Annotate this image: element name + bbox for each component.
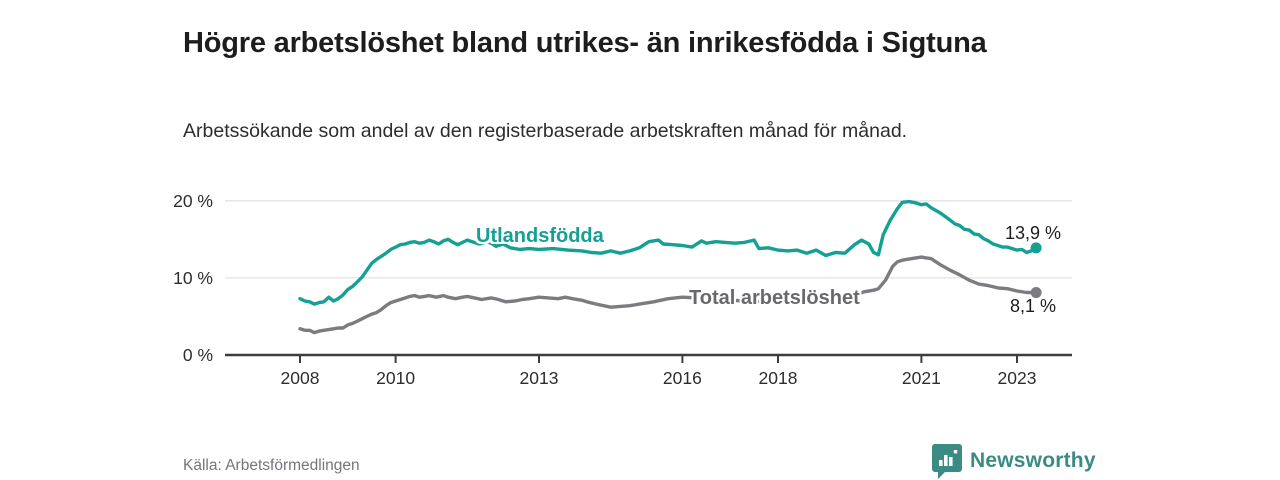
y-axis-tick-label: 0 % xyxy=(183,345,213,365)
end-value-utlandsfodda: 13,9 % xyxy=(1005,223,1062,243)
x-axis-tick-label: 2018 xyxy=(759,368,798,388)
source-note: Källa: Arbetsförmedlingen xyxy=(183,457,360,474)
series-line xyxy=(298,199,1038,306)
y-axis-tick-label: 10 % xyxy=(173,268,213,288)
newsworthy-logo: Newsworthy xyxy=(932,443,1096,479)
series-label-utlandsfodda: Utlandsfödda xyxy=(476,225,604,247)
x-axis-tick-label: 2016 xyxy=(663,368,702,388)
y-axis-tick-label: 20 % xyxy=(173,191,213,211)
x-axis-tick-label: 2010 xyxy=(376,368,415,388)
x-axis-tick-label: 2013 xyxy=(520,368,559,388)
series-end-dot xyxy=(1030,287,1042,299)
series-line xyxy=(298,255,1038,335)
x-axis-tick-label: 2008 xyxy=(281,368,320,388)
newsworthy-bubble-chart-icon xyxy=(932,443,962,479)
series-end-dot xyxy=(1030,242,1042,254)
x-axis-tick-label: 2021 xyxy=(902,368,941,388)
end-value-total: 8,1 % xyxy=(1010,296,1057,316)
series-label-total: Total arbetslöshet xyxy=(689,287,860,309)
newsworthy-wordmark: Newsworthy xyxy=(970,449,1096,472)
page-subtitle: Arbetssökande som andel av den registerb… xyxy=(183,119,908,142)
x-axis-tick-label: 2023 xyxy=(998,368,1037,388)
page-title: Högre arbetslöshet bland utrikes- än inr… xyxy=(183,27,987,60)
